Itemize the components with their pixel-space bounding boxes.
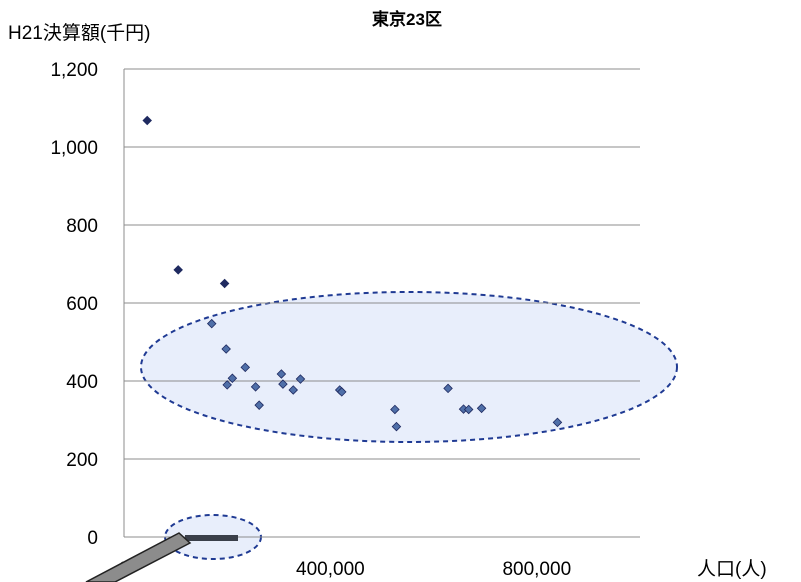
arrow-annotation [85,532,192,582]
data-point [476,403,487,414]
cluster-highlight-ellipse [140,291,678,443]
data-point [206,318,217,329]
gridlines [124,68,640,460]
data-point [221,344,231,354]
data-point [222,380,232,390]
y-tick-label: 1,000 [50,138,98,159]
data-point [173,265,183,275]
y-tick-label: 1,200 [50,60,98,81]
x-tick-label: 400,000 [296,559,365,580]
data-point [295,374,306,384]
x-tick-label: 800,000 [502,559,571,580]
data-point [254,400,264,410]
y-tick-label: 400 [66,372,98,393]
data-point [227,373,238,384]
data-point [219,278,230,289]
data-points [142,115,563,432]
data-point [142,115,152,126]
origin-bar-marker [185,535,238,541]
data-point [288,385,299,395]
data-point [276,369,287,379]
data-point [336,387,347,397]
y-tick-label: 200 [66,450,98,471]
data-point [240,362,251,373]
data-point [463,404,474,415]
data-point [390,404,400,415]
data-point [278,379,288,389]
y-axis-label: H21決算額(千円) [8,22,151,44]
y-tick-label: 600 [66,294,98,315]
data-point [391,421,402,432]
x-axis-label: 人口(人) [697,558,767,580]
y-tick-label: 800 [66,216,98,237]
data-point [443,383,453,394]
chart-title: 東京23区 [372,9,442,29]
y-tick-label: 0 [87,528,98,549]
data-point [250,382,261,392]
data-point [552,417,563,428]
